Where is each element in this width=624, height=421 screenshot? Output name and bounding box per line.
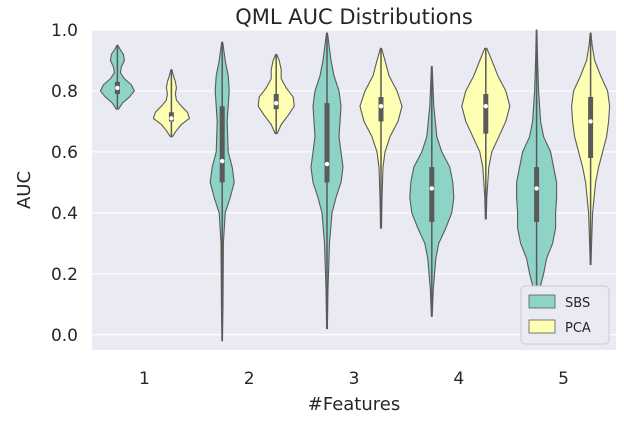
y-tick-label: 0.2	[51, 265, 78, 285]
violin-median	[274, 100, 279, 106]
violin-median	[588, 119, 593, 124]
violin-pca-3	[359, 47, 403, 229]
violin-sbs-2	[209, 41, 235, 342]
y-tick-label: 0.4	[51, 204, 78, 224]
legend-swatch	[528, 294, 556, 309]
violin-median	[534, 186, 539, 191]
x-tick-labels: 1 2 3 4 5	[139, 369, 569, 389]
legend-swatch	[528, 319, 556, 334]
violin-sbs-1	[99, 44, 135, 110]
violin-pca-2	[257, 53, 295, 135]
y-tick-label: 0.8	[51, 82, 78, 102]
violin-median	[429, 186, 434, 191]
violin-pca-5	[571, 32, 611, 266]
x-tick-label: 4	[453, 369, 464, 389]
x-tick-label: 1	[139, 369, 150, 389]
y-tick-labels: 0.0 0.2 0.4 0.6 0.8 1.0	[51, 21, 78, 346]
legend: SBS PCA	[520, 285, 610, 345]
violin-sbs-4	[409, 66, 455, 318]
legend-label: PCA	[565, 321, 591, 336]
violin-sbs-3	[310, 32, 344, 330]
y-axis-label: AUC	[14, 171, 35, 209]
violin-sbs-5	[516, 29, 558, 305]
violin-median	[324, 161, 330, 167]
x-tick-label: 3	[349, 369, 360, 389]
violin-pca-4	[461, 47, 511, 220]
violin-median	[115, 85, 120, 91]
violin-median	[483, 103, 488, 109]
y-tick-label: 0.6	[51, 143, 78, 163]
chart-title: QML AUC Distributions	[235, 5, 473, 29]
x-axis-label: #Features	[308, 394, 400, 415]
violin-median	[220, 158, 225, 164]
x-tick-label: 5	[558, 369, 569, 389]
gridlines	[92, 29, 616, 336]
violin-median	[169, 116, 174, 121]
violin-median	[378, 103, 384, 109]
violin-groups	[99, 29, 611, 342]
legend-label: SBS	[565, 296, 590, 311]
y-tick-label: 0.0	[51, 326, 78, 346]
violin-pca-1	[152, 69, 190, 138]
y-tick-label: 1.0	[51, 21, 78, 41]
x-tick-label: 2	[244, 369, 255, 389]
